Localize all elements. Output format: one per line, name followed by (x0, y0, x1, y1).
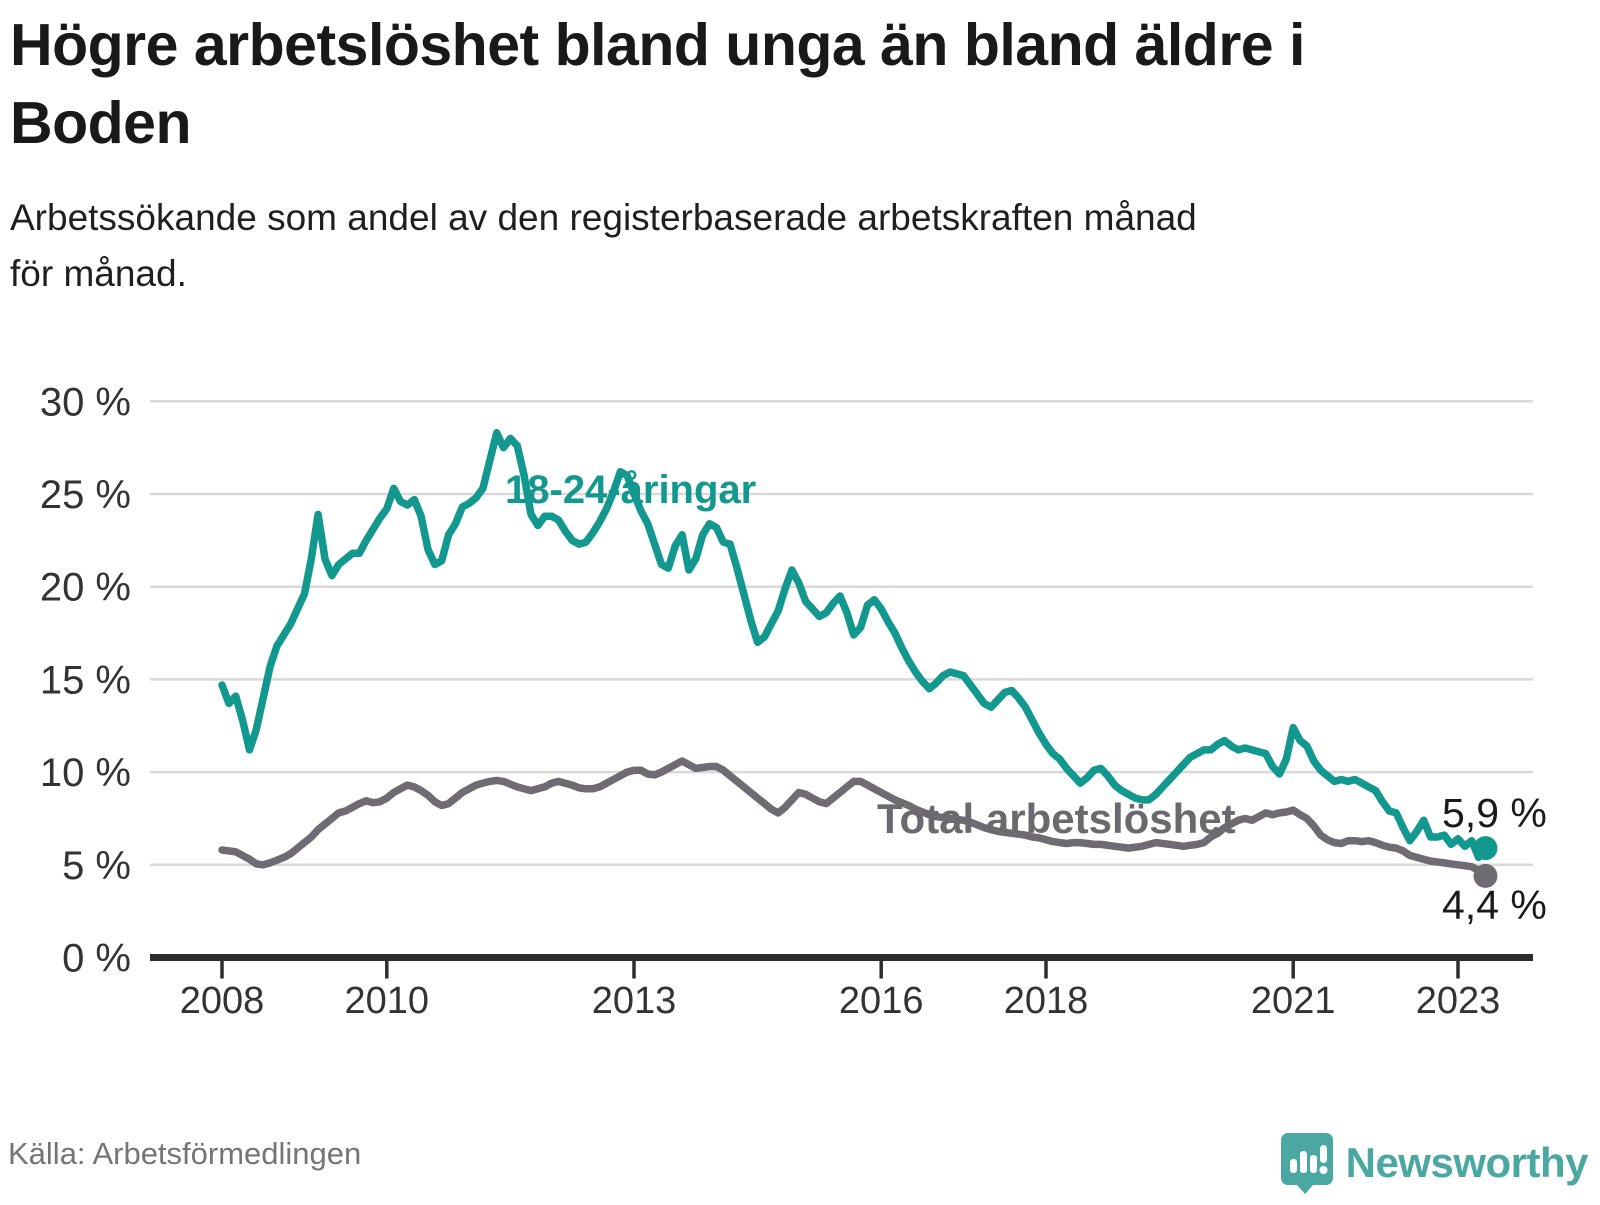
newsworthy-logo-icon (1280, 1133, 1333, 1194)
title-line-2: Boden (10, 90, 192, 157)
title-line-1: Högre arbetslöshet bland unga än bland ä… (10, 12, 1305, 78)
page-title: Högre arbetslöshet bland unga än bland ä… (10, 6, 1570, 163)
x-tick-label-2021: 2021 (1251, 980, 1336, 1022)
x-tick-label-2013: 2013 (592, 980, 677, 1022)
y-tick-label-15: 15 % (40, 658, 131, 702)
subtitle-line-2: för månad. (10, 252, 187, 294)
y-tick-label-0: 0 % (62, 937, 131, 981)
x-tick-label-2018: 2018 (1004, 980, 1089, 1022)
series-line-total (218, 757, 1490, 880)
newsworthy-logo-text: Newsworthy (1345, 1139, 1589, 1186)
y-tick-label-20: 20 % (40, 566, 131, 610)
series-line-total-end-dot (1473, 863, 1498, 888)
x-tick-label-2023: 2023 (1416, 980, 1501, 1022)
source-note: Källa: Arbetsförmedlingen (8, 1136, 362, 1171)
end-value-label-youth: 5,9 % (1442, 790, 1547, 836)
series-line-youth-end-dot (1473, 836, 1498, 861)
subtitle-line-1: Arbetssökande som andel av den registerb… (10, 197, 1197, 238)
chart-header: Högre arbetslöshet bland unga än bland ä… (10, 6, 1570, 163)
series-label-youth: 18-24-åringar (505, 468, 756, 512)
chart-subtitle: Arbetssökande som andel av den registerb… (10, 190, 1555, 301)
y-tick-label-10: 10 % (40, 751, 131, 795)
x-tick-label-2010: 2010 (345, 980, 430, 1022)
x-tick-label-2008: 2008 (180, 980, 265, 1022)
y-tick-label-5: 5 % (62, 844, 131, 888)
newsworthy-logo: Newsworthy (1280, 1132, 1589, 1194)
series-label-total: Total arbetslöshet (877, 795, 1236, 842)
y-tick-label-25: 25 % (40, 473, 131, 517)
series-line-youth (218, 429, 1490, 862)
y-tick-label-30: 30 % (40, 380, 131, 424)
end-value-label-total: 4,4 % (1442, 882, 1547, 928)
x-tick-label-2016: 2016 (839, 980, 924, 1022)
